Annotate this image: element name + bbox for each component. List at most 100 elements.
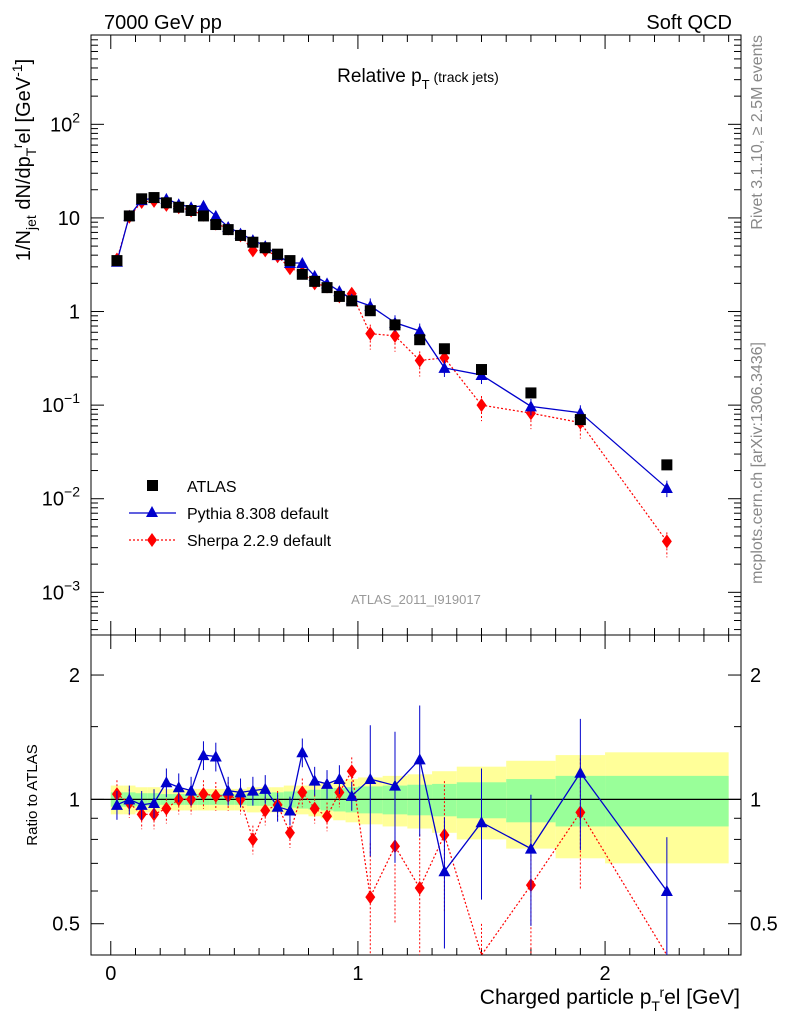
legend-pythia-label: Pythia 8.308 default <box>187 506 329 523</box>
main-y-axis-label: 1/Njet dN/dpTrel [GeV-1] <box>9 59 39 261</box>
ratio-y-tick-label: 0.5 <box>52 914 80 936</box>
legend-sherpa-marker <box>147 533 157 547</box>
sherpa-ratio-point <box>247 832 258 847</box>
main-y-tick-label: 102 <box>50 109 80 136</box>
pythia-ratio-point <box>524 842 537 854</box>
pythia-ratio-point <box>135 798 148 810</box>
atlas-point <box>272 248 284 260</box>
main-y-tick-label: 10−2 <box>42 484 80 511</box>
legend-atlas-label: ATLAS <box>187 479 237 496</box>
pythia-point <box>660 482 673 494</box>
pythia-ratio-point <box>413 753 426 765</box>
pythia-point <box>197 199 210 211</box>
atlas-point <box>333 290 345 302</box>
atlas-point <box>259 242 271 254</box>
atlas-point <box>111 255 123 267</box>
legend-sherpa-label: Sherpa 2.2.9 default <box>187 533 332 550</box>
sherpa-ratio-point <box>322 809 333 824</box>
pythia-ratio-point <box>475 816 488 828</box>
ratio-y-axis-label: Ratio to ATLAS <box>24 744 41 845</box>
data-series <box>110 192 673 957</box>
main-y-tick-label: 10 <box>58 208 80 230</box>
green-band-bin <box>605 775 729 827</box>
sherpa-ratio-point <box>414 881 425 896</box>
pythia-ratio-point <box>388 779 401 791</box>
sherpa-line <box>116 200 668 542</box>
atlas-point <box>123 210 135 222</box>
pythia-ratio-point <box>110 798 123 810</box>
atlas-point <box>475 364 487 376</box>
header-left: 7000 GeV pp <box>104 12 222 34</box>
atlas-point <box>247 236 259 248</box>
pythia-ratio-point <box>209 750 222 762</box>
sherpa-point <box>365 326 376 341</box>
sherpa-ratio-point <box>210 788 221 803</box>
x-tick-label: 0 <box>105 963 116 985</box>
pythia-point <box>209 209 222 221</box>
pythia-ratio-point <box>160 776 173 788</box>
header-right: Soft QCD <box>646 12 732 34</box>
sherpa-point <box>476 398 487 413</box>
x-axis-label: Charged particle pTrel [GeV] <box>480 984 740 1014</box>
pythia-ratio-line <box>116 750 668 892</box>
ratio-y-tick-label-right: 0.5 <box>750 914 778 936</box>
atlas-point <box>309 275 321 287</box>
rivet-version-label: Rivet 3.1.10, ≥ 2.5M events <box>749 35 766 230</box>
sherpa-ratio-point <box>365 890 376 905</box>
pythia-point <box>296 256 309 268</box>
legend: ATLAS Pythia 8.308 default Sherpa 2.2.9 … <box>129 479 332 550</box>
pythia-ratio-point <box>283 804 296 816</box>
pythia-point <box>413 324 426 336</box>
atlas-point <box>173 201 185 213</box>
sherpa-point <box>389 328 400 343</box>
atlas-point <box>222 224 234 236</box>
pythia-line <box>116 197 668 489</box>
sherpa-ratio-point <box>346 764 357 779</box>
atlas-point <box>185 205 197 217</box>
ratio-y-tick-label-right: 2 <box>750 665 761 687</box>
atlas-point <box>346 295 358 307</box>
pythia-point <box>438 361 451 373</box>
mcplots-label: mcplots.cern.ch [arXiv:1306.3436] <box>749 342 766 584</box>
analysis-label: ATLAS_2011_I919017 <box>351 592 481 607</box>
atlas-point <box>321 282 333 294</box>
atlas-point <box>210 219 222 231</box>
atlas-point <box>438 343 450 355</box>
pythia-ratio-point <box>660 885 673 897</box>
pythia-ratio-point <box>197 749 210 761</box>
pythia-ratio-point <box>123 793 136 805</box>
pythia-ratio-point <box>234 786 247 798</box>
pythia-ratio-point <box>364 773 377 785</box>
sherpa-point <box>661 534 672 549</box>
pythia-ratio-point <box>321 777 334 789</box>
ratio-y-tick-label-right: 1 <box>750 789 761 811</box>
main-y-tick-label: 10−3 <box>42 577 80 604</box>
pythia-ratio-point <box>333 773 346 785</box>
green-band-bin <box>432 783 457 817</box>
atlas-point <box>574 414 586 426</box>
atlas-point <box>296 268 308 280</box>
sherpa-ratio-point <box>198 787 209 802</box>
x-tick-label: 1 <box>352 963 363 985</box>
sherpa-point <box>414 353 425 368</box>
legend-pythia-marker <box>146 506 158 517</box>
sherpa-ratio-point <box>260 803 271 818</box>
ratio-y-tick-label: 1 <box>69 789 80 811</box>
atlas-point <box>160 197 172 209</box>
atlas-point <box>284 255 296 267</box>
ratio-plot-frame <box>90 634 742 956</box>
x-tick-label: 2 <box>600 963 611 985</box>
pythia-ratio-point <box>148 797 161 809</box>
pythia-point <box>524 400 537 412</box>
pythia-ratio-point <box>345 789 358 801</box>
atlas-point <box>235 229 247 241</box>
sherpa-ratio-point <box>161 801 172 816</box>
legend-atlas-marker <box>147 480 158 491</box>
pythia-ratio-point <box>574 766 587 778</box>
atlas-point <box>136 193 148 205</box>
atlas-point <box>525 387 537 399</box>
pythia-ratio-point <box>172 781 185 793</box>
sherpa-ratio-line <box>116 769 668 957</box>
pythia-ratio-point <box>308 774 321 786</box>
